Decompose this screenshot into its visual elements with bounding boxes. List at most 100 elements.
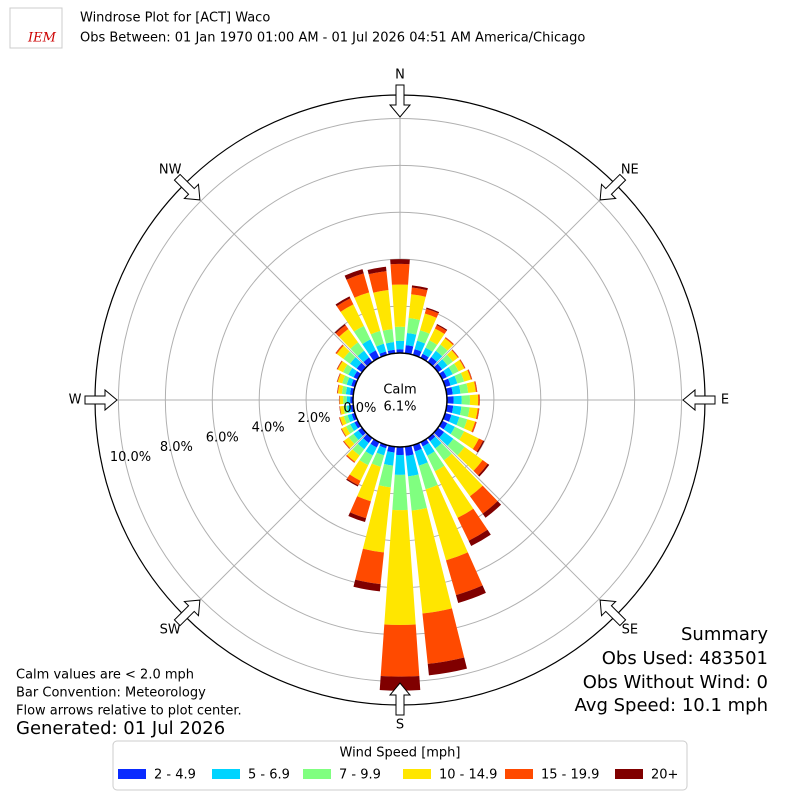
wind-bar	[448, 363, 459, 375]
flow-arrow	[599, 599, 627, 627]
legend-swatch	[505, 769, 533, 779]
wind-bar	[394, 454, 406, 475]
wind-bar	[336, 373, 341, 382]
legend-label: 15 - 19.9	[541, 768, 599, 783]
arrow-shape	[173, 173, 201, 201]
wind-bar	[445, 552, 483, 596]
wind-bar	[471, 421, 477, 433]
wind-bar	[477, 408, 480, 420]
wind-bar	[426, 307, 440, 314]
wind-bar	[442, 354, 453, 366]
wind-bar	[379, 351, 388, 358]
wind-bar	[422, 608, 465, 664]
wind-bar	[443, 453, 483, 497]
wind-bar	[373, 290, 393, 331]
wind-bar	[414, 340, 426, 352]
wind-bar	[349, 460, 369, 481]
wind-bar	[468, 369, 473, 380]
wind-bar	[405, 454, 419, 477]
calm-circle	[352, 352, 448, 448]
r-tick-label: 8.0%	[160, 440, 193, 455]
wind-bar	[343, 364, 353, 375]
spoke	[399, 183, 617, 401]
wind-bar	[446, 350, 458, 362]
direction-label: S	[396, 718, 404, 733]
spoke	[399, 399, 617, 617]
wind-bar	[339, 328, 359, 349]
wind-bar	[482, 501, 502, 518]
wind-bar	[345, 424, 355, 434]
wind-bar	[422, 442, 435, 456]
wind-bar	[411, 285, 428, 291]
wind-bar	[346, 474, 361, 486]
wind-bar	[337, 384, 340, 394]
wind-bar	[467, 369, 473, 380]
wind-bar	[378, 464, 394, 488]
wind-bar	[353, 579, 381, 592]
wind-bar	[460, 359, 466, 369]
wind-bar	[436, 324, 448, 331]
wind-bar	[454, 359, 465, 372]
wind-bar	[341, 385, 348, 395]
wind-bar	[351, 412, 358, 421]
wind-bar	[418, 462, 438, 490]
arrow-shape	[388, 682, 412, 716]
legend-swatch	[403, 769, 431, 779]
note: Calm values are < 2.0 mph	[16, 668, 194, 683]
wind-bar	[353, 325, 371, 345]
summary: Summary	[681, 624, 768, 645]
direction-label: N	[395, 68, 405, 83]
wind-bar	[339, 395, 340, 405]
wind-bar	[336, 384, 339, 394]
wind-bar	[357, 438, 369, 450]
calm-label: Calm	[383, 383, 416, 398]
wind-bar	[346, 377, 354, 387]
wind-bar	[414, 448, 428, 466]
wind-bar	[411, 287, 428, 297]
wind-bar	[405, 332, 417, 347]
wind-bar	[355, 548, 384, 585]
wind-bar	[344, 269, 364, 280]
wind-bar	[379, 442, 388, 449]
spoke	[183, 183, 401, 401]
wind-bar	[453, 395, 462, 405]
wind-bar	[469, 485, 498, 514]
direction-label: W	[69, 393, 82, 408]
wind-bar	[341, 428, 347, 437]
wind-bar	[427, 451, 445, 472]
wind-bar	[371, 452, 385, 467]
wind-bar	[425, 484, 468, 561]
wind-bar	[349, 496, 371, 519]
wind-bar	[385, 342, 395, 351]
note: Bar Convention: Meteorology	[16, 686, 206, 701]
wind-bar	[343, 441, 350, 449]
wind-bar	[459, 383, 469, 394]
wind-bar	[457, 446, 483, 471]
wind-bar	[473, 460, 488, 476]
wind-bar	[395, 340, 405, 350]
wind-bar	[445, 337, 454, 345]
arrow-shape	[173, 599, 201, 627]
overlay: 0.0% 2.0% 4.0% 6.0% 8.0% 10.0% Calm 6.1% N NE E SE S…	[69, 68, 730, 733]
wind-bar	[336, 360, 342, 370]
wind-bar	[445, 404, 454, 413]
wind-bar	[370, 330, 384, 347]
wind-bar	[335, 344, 343, 354]
wind-bar	[352, 443, 365, 456]
wind-bar	[340, 304, 364, 332]
wind-bar	[339, 406, 342, 415]
wind-bar	[365, 443, 377, 456]
wind-bar	[376, 343, 387, 354]
wind-bar	[427, 657, 467, 676]
wind-bar	[446, 396, 454, 404]
wind-bar	[337, 373, 341, 383]
direction-label: SE	[622, 622, 638, 637]
wind-bar	[339, 416, 347, 426]
arrow-shape	[388, 84, 412, 118]
wind-bar	[420, 313, 437, 334]
chart-subtitle: Obs Between: 01 Jan 1970 01:00 AM - 01 J…	[80, 31, 585, 46]
wind-bar	[335, 325, 349, 337]
flow-arrow	[173, 599, 201, 627]
wind-bar	[434, 465, 474, 518]
wind-bar	[448, 414, 460, 426]
